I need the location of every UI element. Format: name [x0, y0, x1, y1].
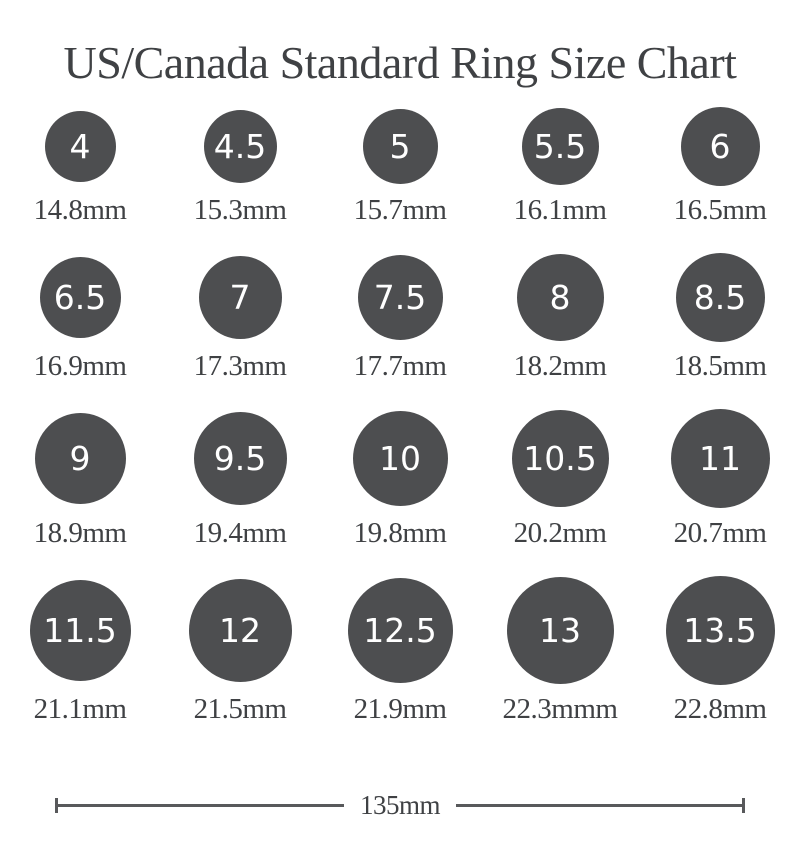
measurement-right-line [456, 804, 743, 808]
diameter-label: 21.1mm [33, 693, 127, 726]
ring-size-cell: 7 17.3mm [160, 251, 320, 383]
ring-size-cell: 6 16.5mm [640, 105, 800, 227]
diameter-label: 16.1mm [513, 194, 607, 226]
ring-size-cell: 5 15.7mm [320, 105, 480, 227]
circle-wrap: 10 [352, 408, 448, 510]
ring-size-grid: 4 14.8mm 4.5 15.3mm 5 15.7mm 5.5 16.1mm … [0, 105, 800, 750]
circle-wrap: 8.5 [675, 251, 765, 343]
ring-size-cell: 11 20.7mm [640, 408, 800, 550]
ring-size-circle: 4.5 [203, 109, 277, 183]
diameter-label: 17.7mm [353, 350, 447, 383]
diameter-label: 22.3mmm [502, 693, 618, 726]
diameter-label: 16.5mm [673, 194, 767, 226]
ring-size-circle: 7 [198, 255, 282, 339]
diameter-label: 19.8mm [353, 516, 447, 549]
ring-size-cell: 10.5 20.2mm [480, 408, 640, 550]
diameter-label: 20.7mm [673, 516, 767, 549]
ring-size-cell: 8.5 18.5mm [640, 251, 800, 383]
ring-size-cell: 12.5 21.9mm [320, 574, 480, 726]
diameter-label: 18.9mm [33, 516, 127, 549]
diameter-label: 21.5mm [193, 693, 287, 726]
ring-size-circle: 13.5 [665, 575, 775, 685]
circle-wrap: 5 [362, 105, 438, 187]
ring-size-cell: 11.5 21.1mm [0, 574, 160, 726]
ring-size-circle: 11 [670, 409, 770, 509]
ring-size-cell: 12 21.5mm [160, 574, 320, 726]
ring-size-circle: 10.5 [511, 410, 609, 508]
page-title: US/Canada Standard Ring Size Chart [63, 37, 737, 88]
diameter-label: 15.7mm [353, 194, 447, 226]
circle-wrap: 13 [506, 574, 614, 686]
circle-wrap: 11 [670, 408, 770, 510]
measurement-left-line [58, 804, 344, 808]
measurement-bar: 135mm [55, 790, 746, 821]
circle-wrap: 7.5 [357, 251, 443, 343]
ring-size-cell: 8 18.2mm [480, 251, 640, 383]
ring-size-cell: 9.5 19.4mm [160, 408, 320, 550]
measurement-label: 135mm [360, 790, 441, 821]
ring-size-cell: 10 19.8mm [320, 408, 480, 550]
ring-size-cell: 9 18.9mm [0, 408, 160, 550]
circle-wrap: 9 [34, 408, 126, 510]
ring-size-circle: 9 [34, 413, 126, 505]
ring-size-circle: 10 [352, 411, 448, 507]
diameter-label: 17.3mm [193, 350, 287, 383]
diameter-label: 14.8mm [33, 194, 127, 226]
ring-size-circle: 12.5 [347, 577, 453, 683]
circle-wrap: 8 [516, 251, 604, 343]
ring-size-circle: 6.5 [39, 256, 121, 338]
ring-size-cell: 6.5 16.9mm [0, 251, 160, 383]
ring-size-circle: 11.5 [29, 579, 131, 681]
circle-wrap: 12 [188, 574, 292, 686]
ring-size-circle: 6 [680, 106, 760, 186]
ring-size-cell: 5.5 16.1mm [480, 105, 640, 227]
diameter-label: 18.2mm [513, 350, 607, 383]
circle-wrap: 4.5 [203, 105, 277, 187]
circle-wrap: 6.5 [39, 251, 121, 343]
ring-size-cell: 4.5 15.3mm [160, 105, 320, 227]
circle-wrap: 7 [198, 251, 282, 343]
diameter-label: 19.4mm [193, 516, 287, 549]
measurement-left-tick [55, 798, 58, 814]
ring-size-circle: 5.5 [521, 107, 599, 185]
circle-wrap: 10.5 [511, 408, 609, 510]
circle-wrap: 9.5 [193, 408, 287, 510]
ring-size-circle: 8.5 [675, 252, 765, 342]
ring-size-circle: 13 [506, 576, 614, 684]
ring-size-cell: 4 14.8mm [0, 105, 160, 227]
ring-size-circle: 12 [188, 578, 292, 682]
circle-wrap: 12.5 [347, 574, 453, 686]
ring-size-circle: 5 [362, 108, 438, 184]
ring-size-cell: 13 22.3mmm [480, 574, 640, 726]
circle-wrap: 13.5 [665, 574, 775, 686]
ring-size-circle: 4 [44, 110, 116, 182]
circle-wrap: 11.5 [29, 574, 131, 686]
circle-wrap: 5.5 [521, 105, 599, 187]
ring-size-circle: 9.5 [193, 412, 287, 506]
diameter-label: 21.9mm [353, 693, 447, 726]
diameter-label: 22.8mm [673, 693, 767, 726]
diameter-label: 20.2mm [513, 516, 607, 549]
ring-size-cell: 13.5 22.8mm [640, 574, 800, 726]
circle-wrap: 4 [44, 105, 116, 187]
ring-size-circle: 8 [516, 253, 604, 341]
diameter-label: 16.9mm [33, 350, 127, 383]
ring-size-circle: 7.5 [357, 254, 443, 340]
ring-size-cell: 7.5 17.7mm [320, 251, 480, 383]
measurement-right-tick [742, 798, 746, 814]
diameter-label: 15.3mm [193, 194, 287, 226]
circle-wrap: 6 [680, 105, 760, 187]
diameter-label: 18.5mm [673, 350, 767, 383]
